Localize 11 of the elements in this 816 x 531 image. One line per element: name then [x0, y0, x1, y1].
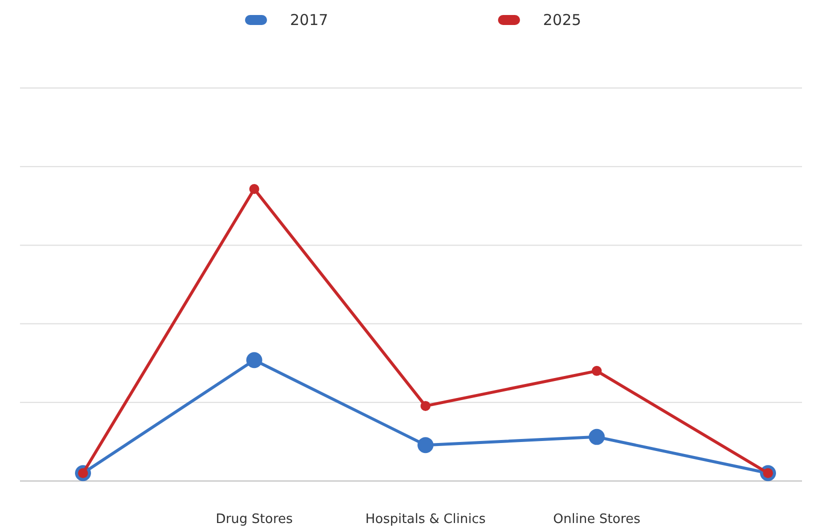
point	[420, 400, 430, 411]
point	[249, 184, 260, 194]
x-tick-label: Hospitals & Clinics	[365, 512, 486, 527]
point	[588, 428, 605, 445]
point	[418, 437, 434, 454]
point	[592, 366, 602, 376]
x-tick-label: Online Stores	[553, 512, 641, 527]
legend-label: 2017	[290, 11, 328, 29]
legend-label: 2025	[543, 11, 582, 29]
point	[246, 352, 262, 368]
x-tick-label: Drug Stores	[216, 512, 294, 527]
